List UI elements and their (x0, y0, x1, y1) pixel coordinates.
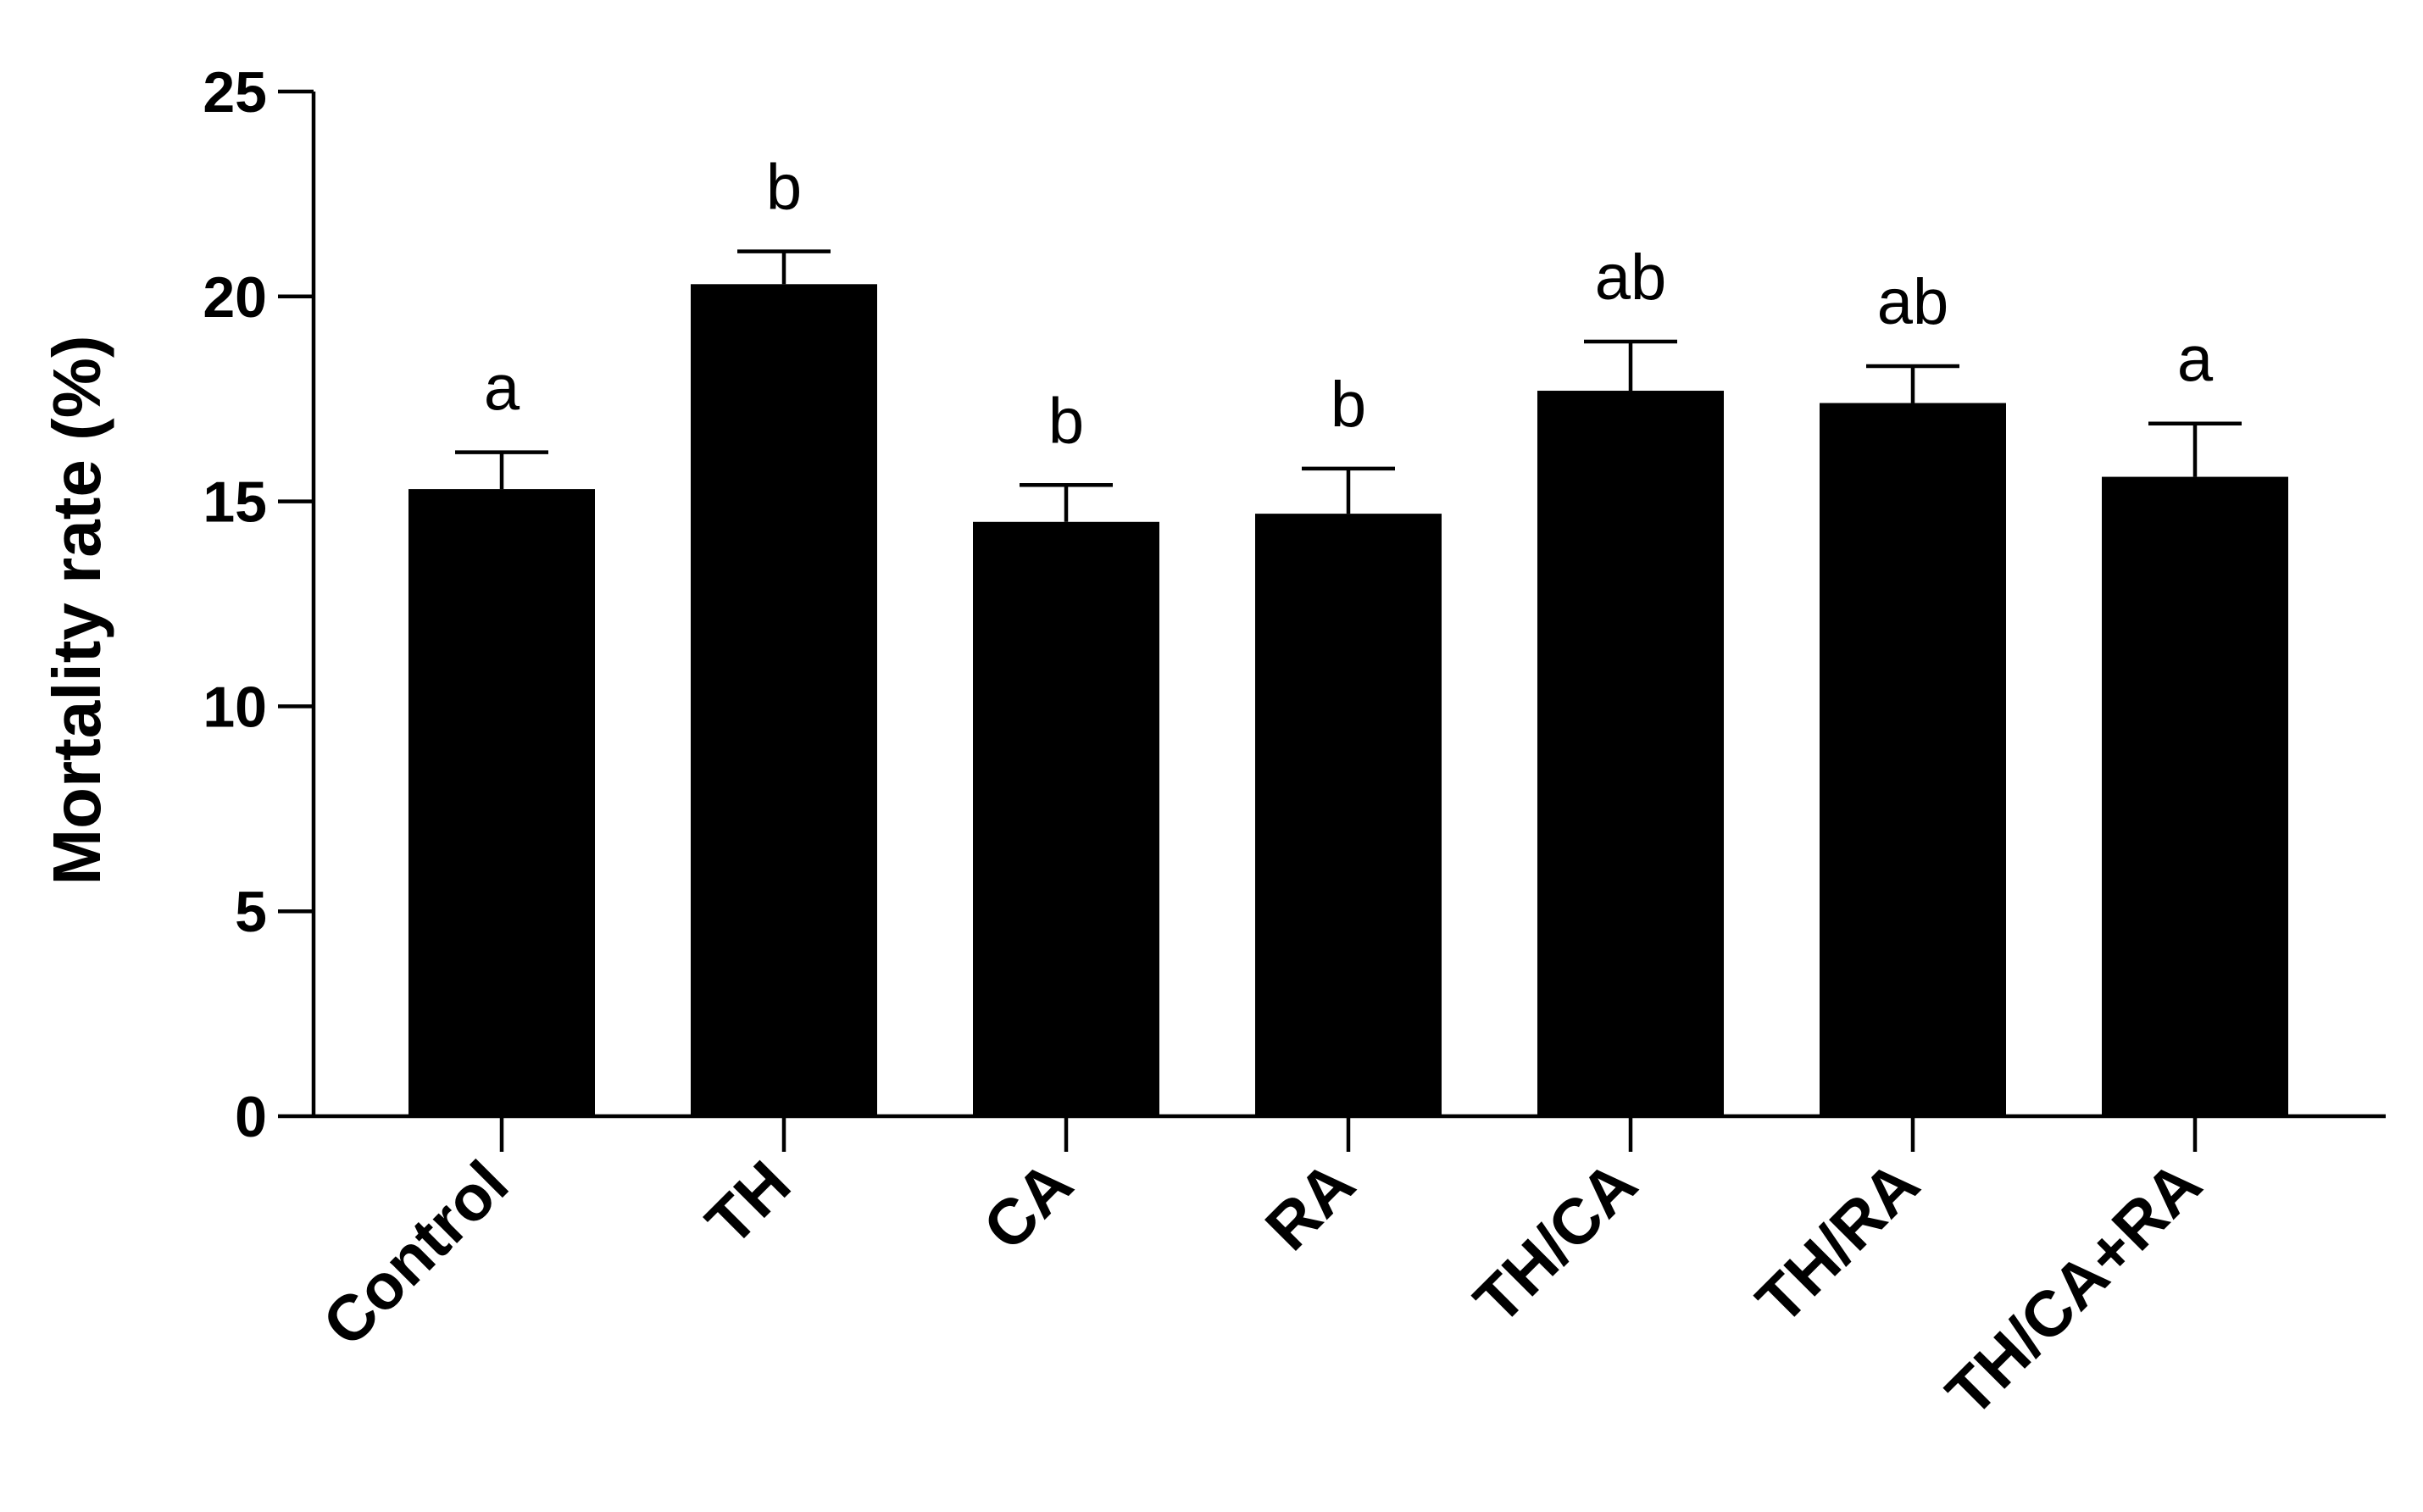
bar-ca (973, 521, 1159, 1116)
x-category-label: TH/CA (1461, 1148, 1651, 1337)
bar-th-ca-ra (2102, 476, 2288, 1116)
x-category-label: CA (970, 1148, 1086, 1265)
y-axis: 0 5 10 15 20 25 (203, 60, 316, 1149)
x-category-label: RA (1252, 1148, 1369, 1265)
y-tick-label: 5 (235, 880, 267, 944)
x-axis (314, 1114, 2386, 1152)
y-tick-label: 25 (203, 60, 267, 125)
y-tick-label: 10 (203, 675, 267, 739)
significance-label: b (766, 152, 802, 224)
significance-labels: abb bab aba (484, 152, 2214, 458)
x-category-label: Control (309, 1148, 522, 1360)
significance-label: a (2177, 324, 2214, 396)
category-labels: Control TH CA RA TH/CA TH/RA TH/CA+RA (309, 1148, 2215, 1430)
bar-ra (1255, 514, 1442, 1116)
y-tick-label: 15 (203, 470, 267, 535)
error-bars (455, 249, 2242, 522)
y-tick-label: 0 (235, 1085, 267, 1149)
bar-th (691, 284, 877, 1116)
y-axis-title: Mortality rate (%) (39, 336, 114, 886)
bar-th-ca (1537, 391, 1724, 1116)
x-category-label: TH/CA+RA (1933, 1148, 2215, 1430)
y-tick-label: 20 (203, 265, 267, 330)
significance-label: ab (1877, 266, 1949, 338)
significance-label: a (484, 353, 520, 425)
significance-label: b (1048, 385, 1084, 457)
bar-control (408, 489, 595, 1116)
significance-label: ab (1595, 242, 1667, 314)
bar-th-ra (1820, 403, 2006, 1116)
x-category-label: TH/RA (1743, 1148, 1933, 1337)
x-category-label: TH (692, 1148, 804, 1259)
significance-label: b (1331, 369, 1366, 441)
bars (408, 284, 2288, 1116)
